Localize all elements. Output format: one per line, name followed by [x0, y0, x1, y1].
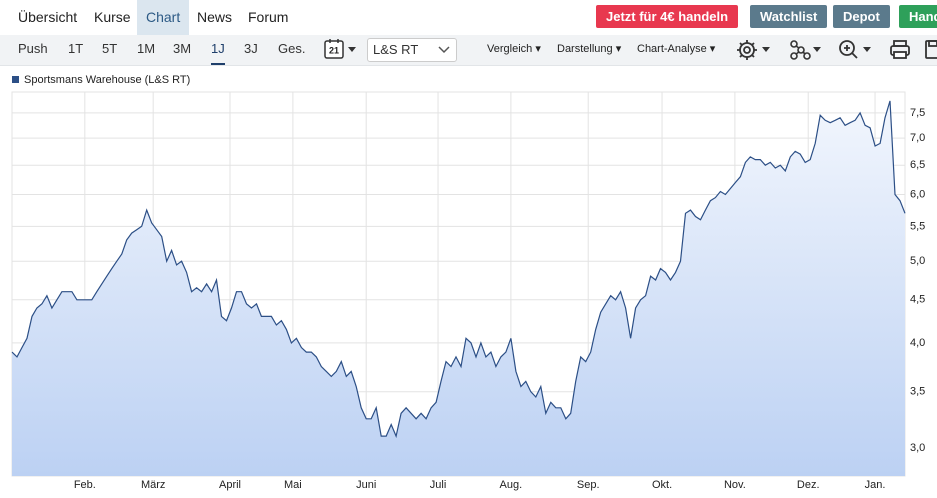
period[interactable]: 1T: [68, 41, 84, 56]
legend-swatch: [12, 76, 19, 83]
save-icon[interactable]: [925, 40, 937, 59]
x-tick-label: Feb.: [74, 479, 96, 491]
handeln-button[interactable]: Handeln: [899, 5, 937, 28]
legend-label: Sportsmans Warehouse (L&S RT): [24, 74, 190, 86]
settings-icon[interactable]: [737, 40, 770, 60]
period[interactable]: Ges.: [278, 41, 306, 56]
x-tick-label: Juli: [430, 479, 447, 491]
menu[interactable]: Darstellung ▾: [557, 43, 622, 55]
x-tick-label: Nov.: [724, 479, 746, 491]
period[interactable]: 5T: [102, 41, 118, 56]
print-icon[interactable]: [890, 40, 910, 59]
period[interactable]: Push: [18, 41, 48, 56]
x-tick-label: Okt.: [652, 479, 672, 491]
price-line: [11, 100, 906, 439]
x-tick-label: Juni: [356, 479, 376, 491]
menu-label: Darstellung: [557, 43, 613, 55]
x-tick-label: Mai: [284, 479, 302, 491]
y-tick-label: 4,5: [910, 294, 925, 306]
y-tick-label: 3,5: [910, 386, 925, 398]
x-tick-label: Aug.: [500, 479, 523, 491]
menu-label: Vergleich: [487, 43, 533, 55]
period[interactable]: 3J: [244, 41, 258, 56]
area-fill: [12, 100, 905, 477]
menu-label: Chart-Analyse: [637, 43, 707, 55]
tab[interactable]: Forum: [248, 9, 289, 25]
tool-icons: [737, 40, 937, 60]
y-tick-label: 3,0: [910, 442, 925, 454]
exchange-value: L&S RT: [373, 42, 419, 57]
indicator-icon[interactable]: [790, 40, 821, 60]
watchlist-button[interactable]: Watchlist: [750, 5, 828, 28]
calendar-day: 21: [329, 45, 339, 55]
y-tick-label: 5,0: [910, 255, 925, 267]
tab[interactable]: Kurse: [94, 9, 131, 25]
menu[interactable]: Vergleich ▾: [487, 43, 541, 55]
exchange-select[interactable]: L&S RT: [367, 38, 457, 62]
x-tick-label: Jan.: [865, 479, 886, 491]
tab[interactable]: Übersicht: [18, 9, 78, 25]
period[interactable]: 1J: [211, 35, 225, 65]
y-tick-label: 7,5: [910, 107, 925, 119]
period[interactable]: 3M: [173, 41, 192, 56]
y-tick-label: 4,0: [910, 337, 925, 349]
select-arrow: [438, 46, 450, 54]
caret: [348, 47, 356, 52]
x-tick-label: April: [219, 479, 241, 491]
period[interactable]: 1M: [137, 41, 156, 56]
toolbar: Push 1T 5T 1M 3M 1J 3J Ges. 21 L&S RT Ve…: [0, 35, 937, 66]
y-tick-label: 5,5: [910, 220, 925, 232]
chart: 3,0 3,5 4,0 4,5 5,0 5,5 6,0 6,5 7,0 7,5 Feb. März Ap…: [11, 74, 925, 491]
x-tick-label: Sep.: [577, 479, 600, 491]
tab[interactable]: Chart: [137, 0, 190, 35]
zoom-icon[interactable]: [839, 40, 871, 59]
menu[interactable]: Chart-Analyse ▾: [637, 43, 716, 55]
tab[interactable]: News: [197, 9, 233, 25]
y-tick-label: 6,0: [910, 188, 925, 200]
y-tick-label: 7,0: [910, 132, 925, 144]
depot-button[interactable]: Depot: [833, 5, 890, 28]
y-tick-label: 6,5: [910, 159, 925, 171]
x-tick-label: Dez.: [797, 479, 820, 491]
x-tick-label: März: [141, 479, 165, 491]
calendar-icon: [324, 40, 344, 59]
calendar-button[interactable]: 21: [322, 38, 362, 62]
trade-button[interactable]: Jetzt für 4€ handeln: [596, 5, 739, 28]
